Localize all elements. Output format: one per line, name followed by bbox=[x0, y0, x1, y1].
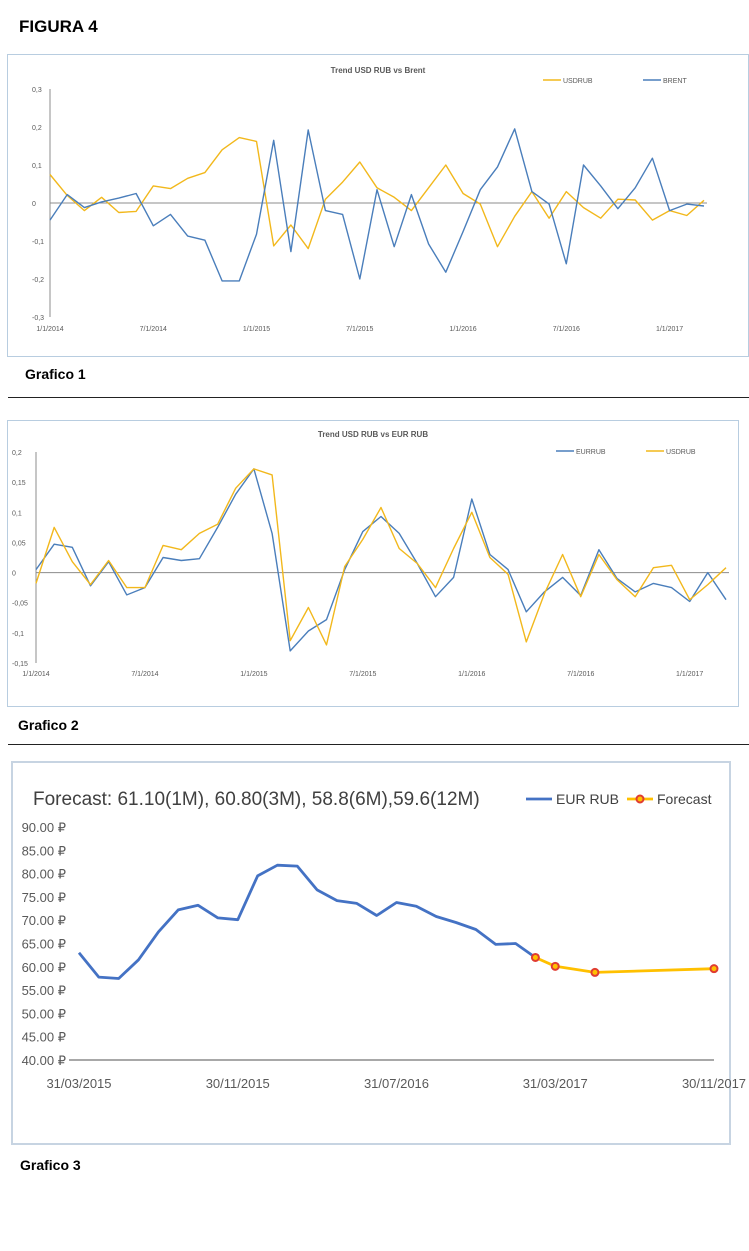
legend-marker bbox=[635, 794, 645, 804]
legend-label: BRENT bbox=[663, 78, 687, 85]
y-tick-label: 65.00 ₽ bbox=[22, 937, 66, 952]
y-tick-label: 50.00 ₽ bbox=[22, 1006, 66, 1021]
y-tick-label: 85.00 ₽ bbox=[22, 843, 66, 858]
forecast-marker bbox=[530, 952, 540, 962]
caption-grafico-2: Grafico 2 bbox=[18, 717, 79, 733]
y-tick-label: 40.00 ₽ bbox=[22, 1053, 66, 1068]
x-tick-label: 1/1/2015 bbox=[240, 671, 267, 678]
x-tick-label: 7/1/2014 bbox=[140, 326, 167, 333]
legend-label: EUR RUB bbox=[556, 791, 619, 807]
divider bbox=[8, 744, 749, 745]
x-tick-label: 1/1/2014 bbox=[22, 671, 49, 678]
y-tick-label: 0,2 bbox=[12, 450, 22, 457]
y-tick-label: 0,15 bbox=[12, 480, 26, 487]
legend-label: EURRUB bbox=[576, 449, 606, 456]
y-tick-label: -0,1 bbox=[32, 239, 44, 246]
y-tick-label: 90.00 ₽ bbox=[22, 820, 66, 835]
chart-panel-usdrub-eurrub: Trend USD RUB vs EUR RUB 0,2 0,15 0,1 0,05 0 -… bbox=[7, 420, 739, 707]
x-tick-label: 1/1/2017 bbox=[676, 671, 703, 678]
chart-title: Trend USD RUB vs EUR RUB bbox=[318, 430, 428, 439]
y-tick-label: 0,2 bbox=[32, 125, 42, 132]
series-line-eurrub bbox=[35, 468, 727, 652]
y-tick-label: 0,05 bbox=[12, 540, 26, 547]
x-tick-label: 1/1/2015 bbox=[243, 326, 270, 333]
y-tick-label: 0 bbox=[12, 571, 16, 578]
legend-label: Forecast bbox=[657, 791, 712, 807]
series-line-usdrub bbox=[35, 468, 727, 646]
chart-usdrub-brent: Trend USD RUB vs Brent 0,3 0,2 0,1 0 -0,1 -0,2… bbox=[32, 66, 707, 333]
y-tick-label: -0,1 bbox=[12, 631, 24, 638]
legend-label: USDRUB bbox=[563, 78, 593, 85]
x-tick-label: 31/03/2015 bbox=[46, 1076, 111, 1091]
y-tick-label: 0,1 bbox=[12, 510, 22, 517]
y-tick-label: 80.00 ₽ bbox=[22, 867, 66, 882]
y-tick-label: 0 bbox=[32, 201, 36, 208]
forecast-marker bbox=[590, 967, 600, 977]
chart-usdrub-eurrub: Trend USD RUB vs EUR RUB 0,2 0,15 0,1 0,05 0 -… bbox=[12, 430, 729, 678]
y-tick-label: -0,05 bbox=[12, 601, 28, 608]
chart-panel-usdrub-brent: Trend USD RUB vs Brent 0,3 0,2 0,1 0 -0,1 -0,2… bbox=[7, 54, 749, 357]
x-tick-label: 30/11/2017 bbox=[682, 1076, 746, 1091]
y-tick-label: 55.00 ₽ bbox=[22, 983, 66, 998]
divider bbox=[8, 397, 749, 398]
x-tick-label: 7/1/2014 bbox=[131, 671, 158, 678]
y-tick-label: 75.00 ₽ bbox=[22, 890, 66, 905]
x-tick-label: 1/1/2017 bbox=[656, 326, 683, 333]
x-tick-label: 31/07/2016 bbox=[364, 1076, 429, 1091]
chart-title: Trend USD RUB vs Brent bbox=[331, 66, 426, 75]
y-tick-label: 0,1 bbox=[32, 163, 42, 170]
chart-forecast: Forecast: 61.10(1M), 60.80(3M), 58.8(6M)… bbox=[22, 789, 746, 1091]
y-tick-label: -0,3 bbox=[32, 315, 44, 322]
x-tick-label: 30/11/2015 bbox=[206, 1076, 270, 1091]
series-line-eur-rub bbox=[77, 863, 537, 980]
x-tick-label: 7/1/2016 bbox=[567, 671, 594, 678]
y-tick-label: 60.00 ₽ bbox=[22, 960, 66, 975]
figure-title: FIGURA 4 bbox=[19, 17, 98, 36]
x-tick-label: 7/1/2015 bbox=[349, 671, 376, 678]
forecast-marker bbox=[709, 964, 719, 974]
y-tick-label: 70.00 ₽ bbox=[22, 913, 66, 928]
y-tick-label: 45.00 ₽ bbox=[22, 1030, 66, 1045]
forecast-marker bbox=[550, 961, 560, 971]
x-tick-label: 7/1/2016 bbox=[553, 326, 580, 333]
y-tick-label: -0,2 bbox=[32, 277, 44, 284]
series-line-brent bbox=[49, 128, 705, 282]
series-line-usdrub bbox=[49, 136, 705, 250]
x-tick-label: 1/1/2016 bbox=[449, 326, 476, 333]
x-tick-label: 1/1/2016 bbox=[458, 671, 485, 678]
y-tick-label: 0,3 bbox=[32, 87, 42, 94]
caption-grafico-3: Grafico 3 bbox=[20, 1157, 81, 1173]
y-tick-label: -0,15 bbox=[12, 661, 28, 668]
chart-panel-forecast: Forecast: 61.10(1M), 60.80(3M), 58.8(6M)… bbox=[11, 761, 746, 1145]
x-tick-label: 31/03/2017 bbox=[523, 1076, 588, 1091]
legend-label: USDRUB bbox=[666, 449, 696, 456]
x-tick-label: 7/1/2015 bbox=[346, 326, 373, 333]
series-line-forecast bbox=[534, 956, 715, 974]
caption-grafico-1: Grafico 1 bbox=[25, 366, 86, 382]
x-tick-label: 1/1/2014 bbox=[36, 326, 63, 333]
chart-title: Forecast: 61.10(1M), 60.80(3M), 58.8(6M)… bbox=[33, 789, 480, 810]
